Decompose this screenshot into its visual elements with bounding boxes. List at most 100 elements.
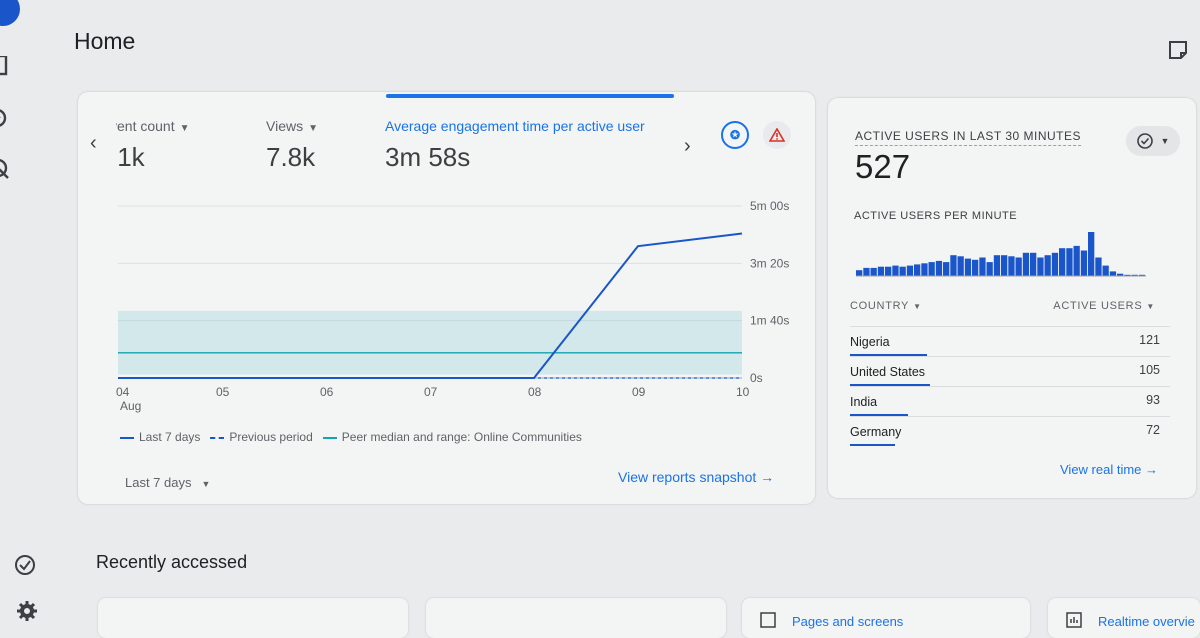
- minute-bar: [1095, 257, 1102, 276]
- minute-bar: [1117, 273, 1124, 276]
- insights-check-icon[interactable]: [14, 554, 40, 580]
- home-icon[interactable]: [0, 0, 20, 26]
- minute-bar: [1073, 245, 1080, 276]
- caret-down-icon: ▼: [201, 479, 211, 489]
- recent-card-realtime[interactable]: Realtime overvie: [1048, 598, 1200, 638]
- date-range-label: Last 7 days: [125, 475, 192, 490]
- table-row[interactable]: United States 105: [850, 356, 1170, 386]
- next-metric-chevron-icon[interactable]: ›: [684, 135, 691, 157]
- recent-card-label: Realtime overvie: [1098, 614, 1195, 629]
- minute-bar: [1037, 257, 1044, 276]
- x-month-label: Aug: [120, 399, 141, 413]
- view-real-time-link[interactable]: View real time →: [1060, 462, 1159, 477]
- minute-bar: [1124, 274, 1131, 276]
- benchmark-badge-icon[interactable]: ✪: [721, 121, 749, 149]
- minute-bar: [1102, 265, 1109, 276]
- minute-bar: [1044, 255, 1051, 276]
- minute-bar: [986, 262, 993, 276]
- reports-icon[interactable]: [0, 56, 20, 82]
- warning-triangle-icon[interactable]: [763, 121, 791, 149]
- minute-bar: [1030, 252, 1037, 276]
- minute-bar: [885, 266, 892, 276]
- page-title: Home: [74, 28, 136, 54]
- metric-label: Average engagement time per active user: [385, 118, 645, 134]
- metric-label: Views: [266, 118, 304, 134]
- explore-icon[interactable]: [0, 108, 20, 134]
- y-tick-label: 3m 20s: [750, 256, 789, 270]
- column-country[interactable]: COUNTRY ▼: [850, 300, 922, 312]
- x-tick-label: 08: [528, 385, 542, 399]
- minute-bar: [899, 266, 906, 276]
- metric-label: vent count: [116, 118, 175, 134]
- selected-tab-indicator: [386, 94, 674, 98]
- realtime-report-icon: [1066, 612, 1082, 633]
- metric-tab-engagement-time[interactable]: Average engagement time per active user …: [385, 118, 645, 173]
- active-users-title: ACTIVE USERS IN LAST 30 MINUTES: [855, 129, 1081, 146]
- minute-bar: [870, 267, 877, 276]
- prev-metric-chevron-icon[interactable]: ‹: [90, 132, 97, 154]
- minute-bar: [892, 265, 899, 276]
- metric-tab-views[interactable]: Views ▼ 7.8k: [266, 118, 318, 173]
- minute-bar: [921, 263, 928, 276]
- chart-legend: Last 7 days Previous period Peer median …: [120, 430, 582, 444]
- legend-item-last-7-days: Last 7 days: [120, 430, 200, 444]
- recent-card-pages-screens[interactable]: Pages and screens: [742, 598, 1030, 638]
- x-tick-label: 05: [216, 385, 230, 399]
- country-share-bar: [850, 384, 930, 386]
- metric-value: !1k: [116, 142, 145, 172]
- table-icon: [760, 612, 776, 633]
- comparison-dropdown[interactable]: ▼: [1126, 126, 1180, 156]
- table-row[interactable]: India 93: [850, 386, 1170, 416]
- active-users-per-minute-title: ACTIVE USERS PER MINUTE: [854, 210, 1018, 222]
- active-users-value: 527: [855, 148, 911, 185]
- country-table-header: COUNTRY ▼ ACTIVE USERS ▼: [850, 300, 1155, 312]
- minute-bar: [964, 258, 972, 276]
- country-share-bar: [850, 444, 895, 446]
- check-circle-icon: [1136, 133, 1153, 149]
- minute-bar: [1022, 252, 1030, 276]
- minute-bar: [1059, 248, 1066, 276]
- metric-tab-event-count[interactable]: vent count ▼ !1k: [116, 118, 216, 173]
- settings-gear-icon[interactable]: [16, 600, 42, 626]
- column-active-users[interactable]: ACTIVE USERS ▼: [1053, 300, 1155, 312]
- x-tick-label: 04: [116, 385, 130, 399]
- x-tick-label: 07: [424, 385, 438, 399]
- view-reports-snapshot-link[interactable]: View reports snapshot →: [618, 469, 775, 485]
- minute-bar: [1131, 274, 1138, 276]
- country-share-bar: [850, 414, 908, 416]
- metric-value: 3m 58s: [385, 142, 471, 172]
- minute-bar: [1066, 248, 1073, 276]
- country-share-bar: [850, 354, 927, 356]
- country-name: United States: [850, 365, 926, 379]
- y-tick-label: 1m 40s: [750, 314, 789, 328]
- table-row[interactable]: Nigeria 121: [850, 326, 1170, 356]
- recent-card-2[interactable]: [426, 598, 726, 638]
- advertising-icon[interactable]: [0, 158, 20, 184]
- minute-bar: [1001, 255, 1008, 276]
- x-tick-label: 06: [320, 385, 334, 399]
- y-tick-label: 0s: [750, 371, 763, 385]
- caret-down-icon: ▼: [179, 123, 190, 134]
- engagement-line-chart: 0s 1m 40s 3m 20s 5m 00s 04 05 06 07 08 09 10 Aug: [116, 200, 789, 413]
- minute-bar: [928, 262, 935, 276]
- minute-bar: [1008, 256, 1015, 276]
- caret-down-icon: ▼: [308, 123, 318, 134]
- date-range-dropdown[interactable]: Last 7 days ▼: [125, 475, 210, 490]
- country-users: 105: [1139, 363, 1160, 377]
- minute-bar: [1109, 271, 1117, 276]
- minute-bar: [856, 270, 863, 276]
- country-table: Nigeria 121 United States 105 India 93 Germany…: [850, 326, 1170, 446]
- minute-bar: [957, 256, 964, 276]
- minute-bar: [993, 255, 1001, 276]
- recent-card-1[interactable]: [98, 598, 408, 638]
- active-users-per-minute-bars: [856, 232, 1146, 277]
- minute-bar: [906, 265, 914, 276]
- minute-bar: [1051, 252, 1059, 276]
- minute-bar: [1080, 250, 1088, 276]
- table-row[interactable]: Germany 72: [850, 416, 1170, 446]
- recently-accessed-title: Recently accessed: [96, 552, 248, 572]
- country-users: 93: [1146, 393, 1160, 407]
- customize-card-icon[interactable]: [1168, 40, 1188, 65]
- minute-bar: [1088, 232, 1095, 276]
- legend-item-previous-period: Previous period: [210, 430, 313, 444]
